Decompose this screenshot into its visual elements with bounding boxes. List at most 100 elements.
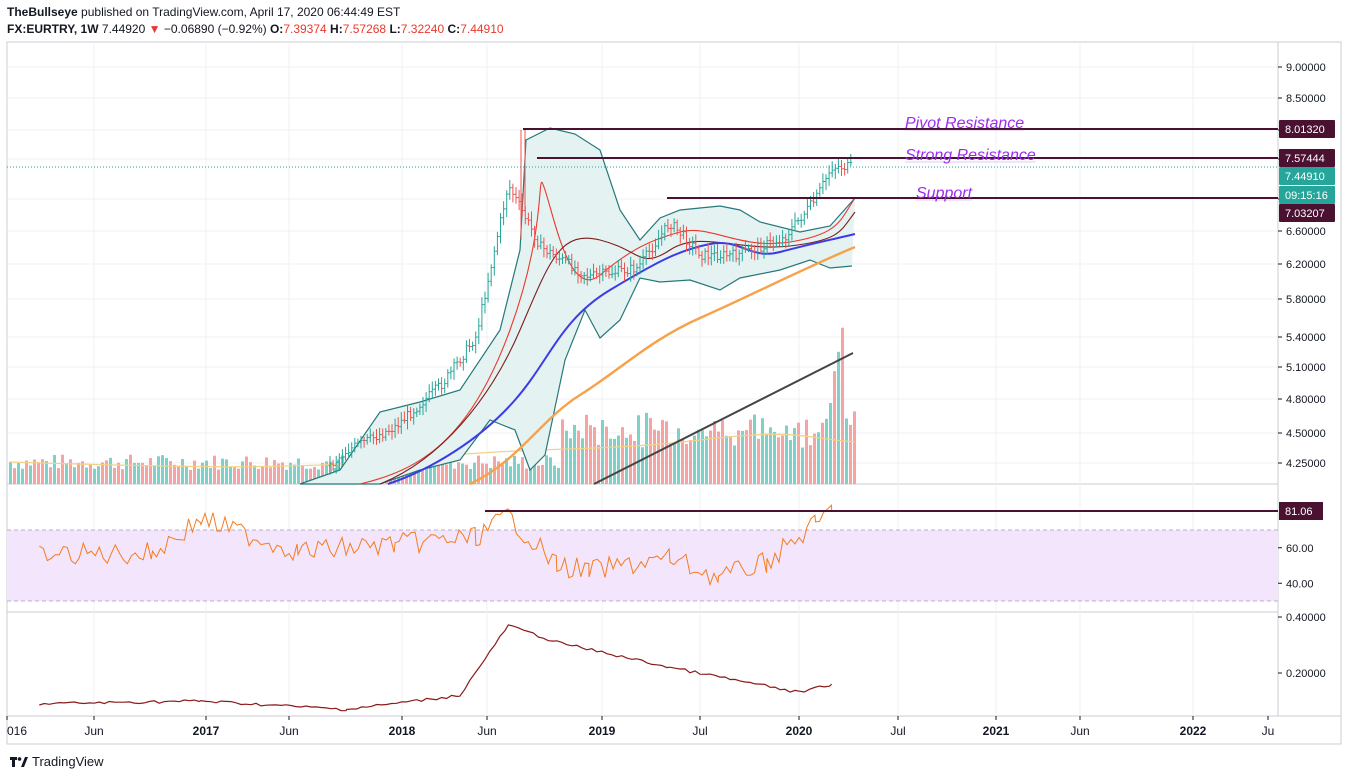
volume-bar [313,467,316,484]
volume-bar [713,420,716,484]
volume-bar [741,430,744,484]
volume-bar [73,467,76,484]
volume-bar [521,457,524,484]
volume-bar [813,433,816,484]
time-axis-label: Jun [279,724,298,738]
volume-bar [565,430,568,484]
volume-bar [457,462,460,484]
volume-bar [605,426,608,484]
footer-brand-label: TradingView [32,754,104,769]
price-tick-label: 9.00000 [1286,62,1326,74]
volume-bar [45,461,48,484]
volume-bar [441,456,444,484]
volume-bar [725,435,728,484]
volume-bar [221,458,224,484]
volume-bar [77,462,80,484]
pivot-resistance-badge: 8.01320 [1285,124,1325,136]
volume-bar [629,434,632,484]
volume-bar [541,464,544,484]
volume-bar [173,464,176,484]
open-label: O: [269,22,284,36]
volume-bar [749,419,752,484]
std-tick-label: 0.20000 [1286,668,1326,680]
volume-bar [849,424,852,484]
volume-bar [517,463,520,484]
volume-bar [533,460,536,484]
time-axis-label: Jun [1070,724,1089,738]
time-axis-label: Jul [890,724,905,738]
volume-bar [777,437,780,484]
time-axis-label: Jun [477,724,496,738]
volume-bar [105,460,108,484]
price-tick-label: 4.25000 [1286,458,1326,470]
current-price-badge-bg [1279,167,1335,185]
volume-bar [253,465,256,484]
volume-bar [217,469,220,484]
volume-bar [689,439,692,484]
volume-bar [261,466,264,484]
volume-bar [481,463,484,484]
volume-bar [637,415,640,484]
bar-countdown-badge: 09:15:16 [1285,190,1328,202]
volume-bar [601,420,604,484]
volume-bar [321,462,324,484]
price-tick-label: 4.50000 [1286,428,1326,440]
time-axis-label: 2019 [589,724,616,738]
volume-bar [149,458,152,484]
volume-bar [577,430,580,484]
volume-bar [317,469,320,484]
volume-bar [169,461,172,484]
volume-bar [513,455,516,484]
volume-bar [449,455,452,484]
price-tick-label: 4.80000 [1286,394,1326,406]
volume-bar [617,435,620,484]
volume-bar [469,469,472,484]
volume-bar [53,454,56,484]
symbol-label[interactable]: FX:EURTRY, 1W [7,22,99,36]
publisher-line: TheBullseye published on TradingView.com… [7,5,400,19]
close-value: 7.44910 [460,22,504,36]
bollinger-lower-band [300,259,853,485]
volume-bar [81,461,84,484]
volume-bar [653,429,656,484]
volume-bar [245,456,248,484]
volume-bar [489,467,492,484]
time-axis-label: 2018 [389,724,416,738]
time-axis-label: Jul [692,724,707,738]
volume-bar [309,468,312,484]
volume-bar [681,439,684,484]
volume-bar [13,468,16,484]
volume-bar [737,430,740,484]
volume-bar [89,464,92,484]
volume-bar [585,414,588,484]
strong-resistance-badge-bg [1279,149,1335,167]
volume-bar [421,469,424,484]
volume-bar [801,447,804,484]
time-axis [6,715,1342,745]
volume-bar [461,463,464,484]
volume-bar [793,428,796,484]
volume-bar [625,437,628,484]
volume-bar [293,464,296,484]
volume-bar [645,412,648,484]
author-name[interactable]: TheBullseye [7,5,78,19]
volume-bar [65,463,68,484]
volume-bar [817,432,820,484]
volume-bar [241,461,244,484]
volume-bar [453,468,456,484]
change-value: −0.06890 (−0.92%) [163,22,267,36]
volume-bar [649,418,652,484]
volume-bar [305,468,308,484]
std-dev-line [39,624,833,712]
volume-bar [837,351,840,484]
std-tick-label: 0.40000 [1286,612,1326,624]
footer-brand[interactable]: TradingView [10,754,104,769]
bollinger-fill [300,128,855,484]
volume-bar [769,427,772,484]
volume-bar [821,422,824,484]
volume-bar [733,445,736,484]
volume-bar [573,424,576,484]
volume-bar [757,438,760,484]
time-axis-label: 2021 [983,724,1010,738]
